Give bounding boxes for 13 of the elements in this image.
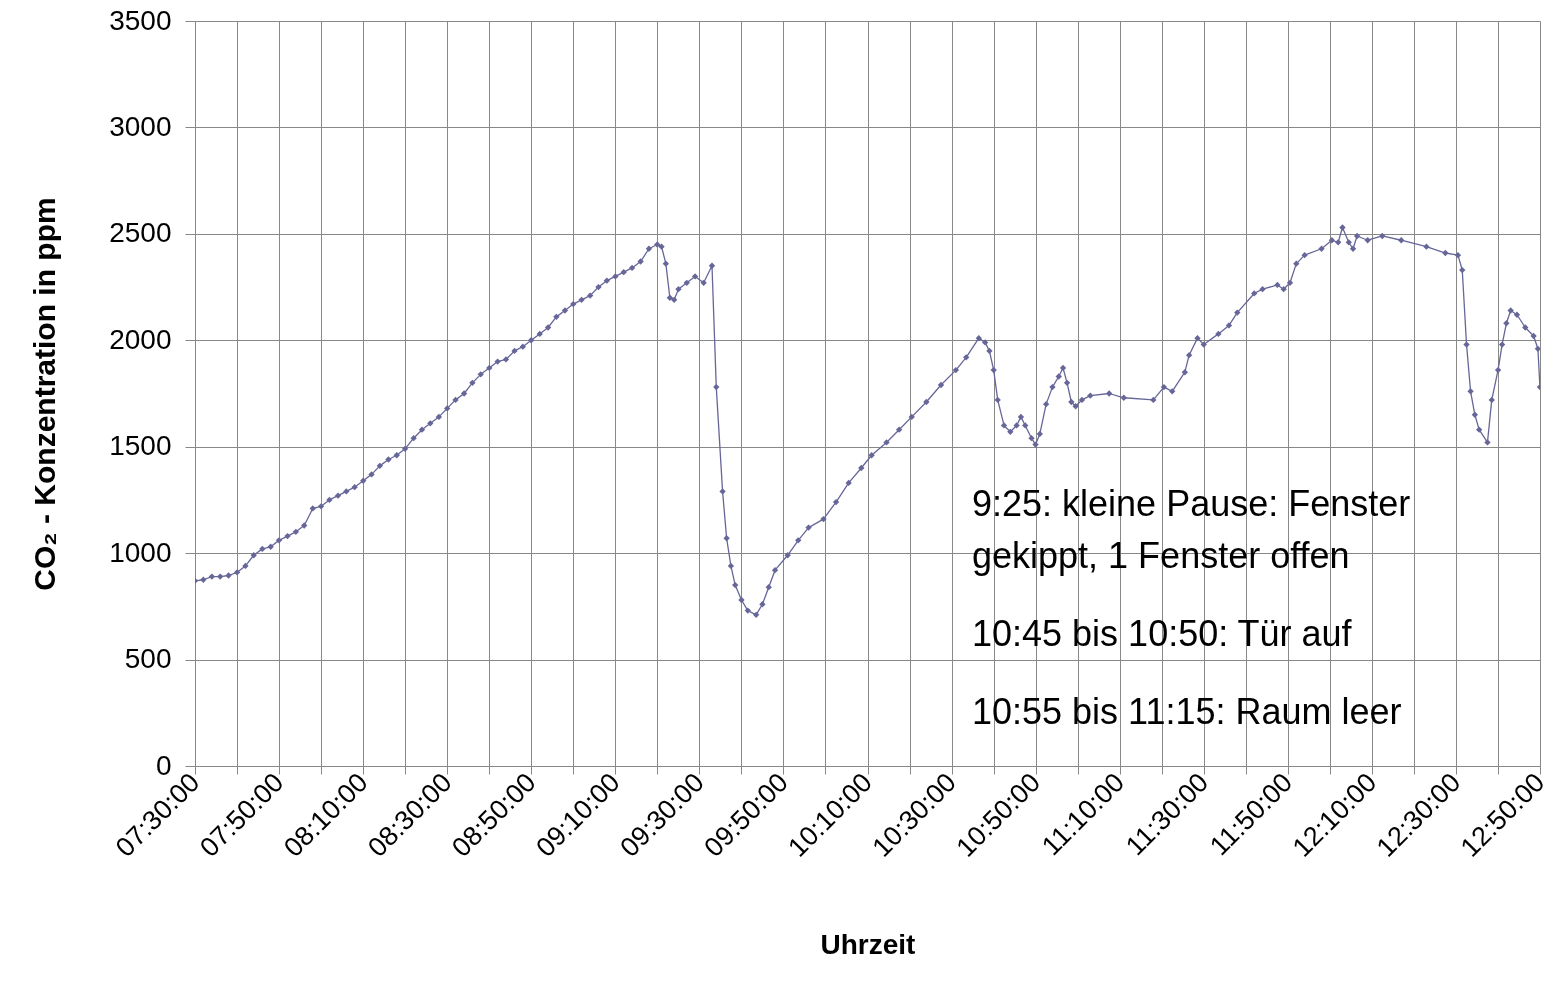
y-tick-label: 0 (155, 749, 172, 781)
y-tick-label: 3000 (109, 110, 172, 142)
annotation: 10:45 bis 10:50: Tür auf (972, 613, 1353, 654)
annotation: 9:25: kleine Pause: Fenster gekippt, 1 Fenster offen (972, 483, 1411, 576)
y-tick-label: 2500 (109, 217, 172, 249)
y-tick-label: 1500 (109, 430, 172, 462)
y-tick-label: 3500 (109, 4, 172, 36)
x-axis-title: Uhrzeit (820, 929, 916, 961)
y-tick-label: 2000 (109, 323, 172, 355)
y-tick-label: 500 (124, 643, 172, 675)
annotation: 10:55 bis 11:15: Raum leer (972, 691, 1402, 732)
y-tick-label: 1000 (109, 536, 172, 568)
y-axis-title: CO₂ - Konzentration in ppm (28, 197, 62, 591)
